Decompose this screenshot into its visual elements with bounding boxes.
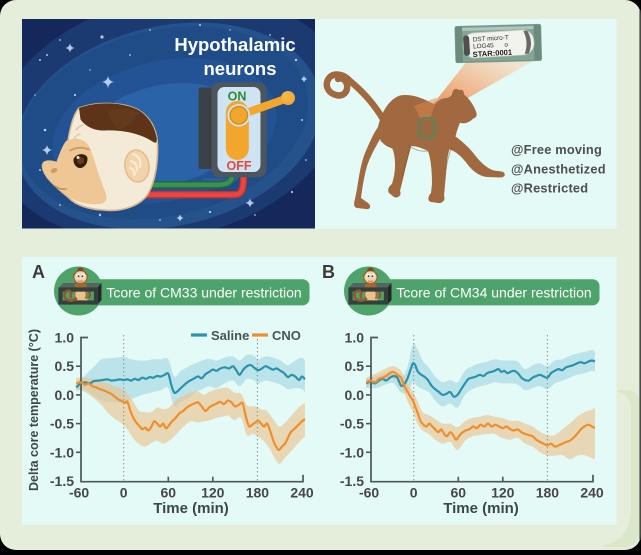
svg-text:-0.5: -0.5 <box>340 416 364 432</box>
svg-text:120: 120 <box>491 485 515 501</box>
svg-text:0.0: 0.0 <box>345 387 365 403</box>
svg-text:0.5: 0.5 <box>345 358 365 374</box>
svg-text:-1.5: -1.5 <box>50 473 74 489</box>
svg-text:1.0: 1.0 <box>55 330 75 346</box>
svg-text:60: 60 <box>161 485 177 501</box>
svg-text:180: 180 <box>246 485 270 501</box>
svg-text:60: 60 <box>451 485 467 501</box>
svg-text:Saline: Saline <box>211 328 249 343</box>
svg-text:240: 240 <box>580 485 604 501</box>
svg-text:ON: ON <box>228 90 247 104</box>
svg-text:Time (min): Time (min) <box>153 500 229 517</box>
svg-text:-60: -60 <box>69 485 89 501</box>
svg-text:-0.5: -0.5 <box>50 416 74 432</box>
svg-text:DST micro-T: DST micro-T <box>473 34 510 43</box>
svg-text:0: 0 <box>410 485 418 501</box>
svg-text:-1.0: -1.0 <box>50 444 74 460</box>
svg-text:neurons: neurons <box>204 58 277 79</box>
svg-text:180: 180 <box>536 485 560 501</box>
svg-text:STAR:0001: STAR:0001 <box>472 48 513 59</box>
svg-text:1.0: 1.0 <box>345 330 365 346</box>
svg-text:@Restricted: @Restricted <box>511 181 588 196</box>
svg-text:120: 120 <box>201 485 225 501</box>
svg-text:Tcore of CM34 under restrictio: Tcore of CM34 under restriction <box>396 284 591 300</box>
svg-text:0: 0 <box>120 485 128 501</box>
svg-text:0.5: 0.5 <box>55 358 75 374</box>
svg-text:OFF: OFF <box>227 159 252 173</box>
svg-text:B: B <box>322 262 335 282</box>
svg-text:Time (min): Time (min) <box>443 500 519 517</box>
svg-text:-60: -60 <box>359 485 379 501</box>
svg-text:-1.5: -1.5 <box>340 473 364 489</box>
svg-text:@Anesthetized: @Anesthetized <box>511 162 606 177</box>
svg-text:CNO: CNO <box>272 328 301 343</box>
svg-text:Hypothalamic: Hypothalamic <box>174 34 295 55</box>
svg-text:240: 240 <box>290 485 314 501</box>
svg-text:Tcore of CM33 under restrictio: Tcore of CM33 under restriction <box>106 284 301 300</box>
svg-text:A: A <box>32 262 45 282</box>
svg-text:-1.0: -1.0 <box>340 444 364 460</box>
svg-text:LOG45 o: LOG45 o <box>473 41 509 50</box>
svg-text:@Free moving: @Free moving <box>511 142 602 157</box>
svg-text:0.0: 0.0 <box>55 387 75 403</box>
svg-text:Delta core temperature (°C): Delta core temperature (°C) <box>27 329 41 491</box>
